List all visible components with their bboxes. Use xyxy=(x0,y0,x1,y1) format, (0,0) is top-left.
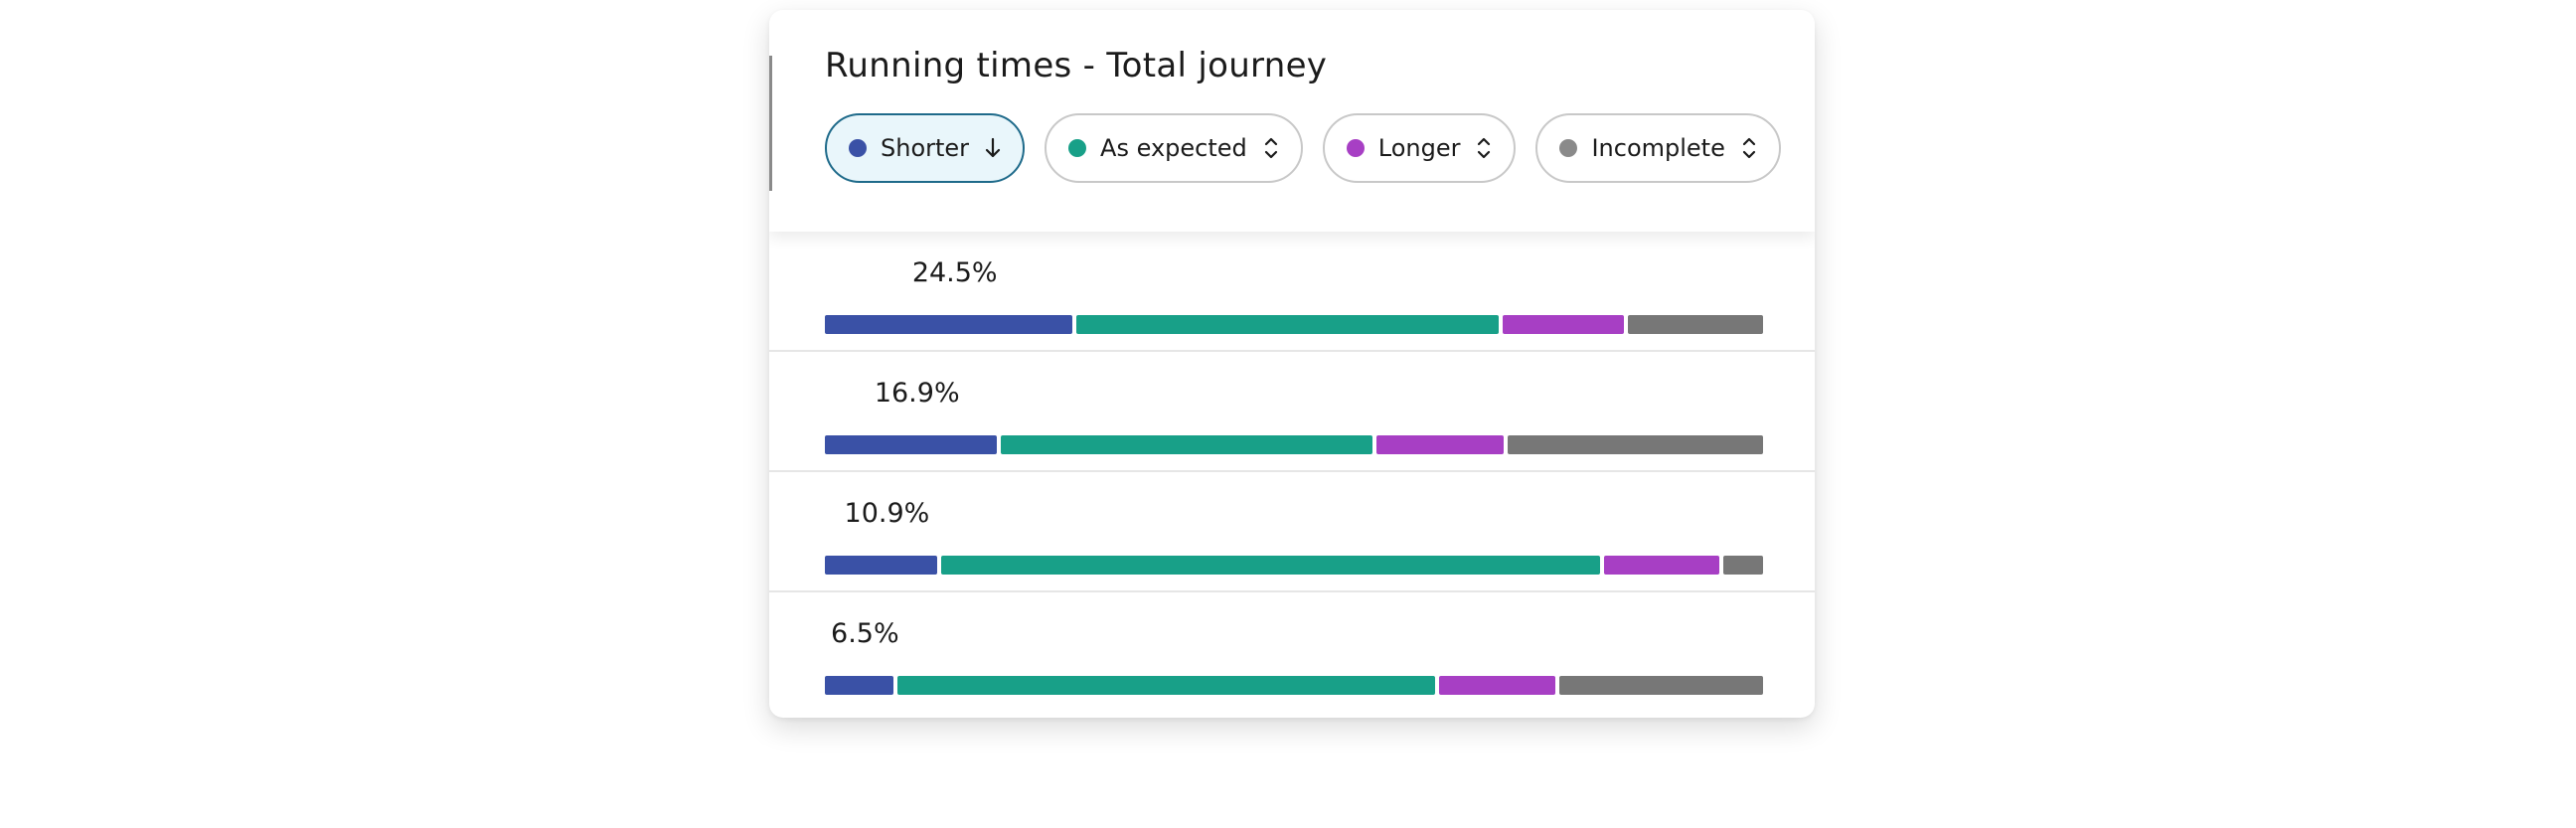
filter-chip-incomplete[interactable]: Incomplete xyxy=(1535,113,1781,183)
segment-as-expected xyxy=(896,676,1436,695)
row-percent-label: 24.5% xyxy=(911,257,998,288)
segment-shorter xyxy=(825,435,998,454)
filter-chips: Shorter As expected Longer xyxy=(825,113,1781,183)
row-percent-label: 16.9% xyxy=(874,378,960,409)
segment-longer xyxy=(1503,315,1625,334)
segment-shorter xyxy=(825,676,893,695)
filter-chip-longer[interactable]: Longer xyxy=(1322,113,1517,183)
chip-label: Shorter xyxy=(881,134,970,162)
bar-rows: 24.5% 16.9% 10.9% 6.5% xyxy=(769,232,1815,713)
running-times-card: Running times - Total journey Shorter As… xyxy=(769,10,1815,718)
stacked-bar xyxy=(825,676,1763,695)
arrow-down-icon xyxy=(983,134,1003,162)
card-header: Running times - Total journey Shorter As… xyxy=(769,10,1815,232)
bar-row[interactable]: 24.5% xyxy=(769,232,1815,352)
legend-dot-longer xyxy=(1346,139,1365,157)
segment-as-expected xyxy=(1001,435,1372,454)
chip-label: As expected xyxy=(1100,134,1247,162)
chip-label: Incomplete xyxy=(1591,134,1725,162)
filter-chip-shorter[interactable]: Shorter xyxy=(825,113,1026,183)
segment-shorter xyxy=(825,556,937,575)
segment-incomplete xyxy=(1722,556,1763,575)
sort-icon xyxy=(1261,134,1281,162)
bar-row[interactable]: 6.5% xyxy=(769,592,1815,713)
stacked-bar xyxy=(825,435,1763,454)
legend-dot-incomplete xyxy=(1559,139,1578,157)
segment-longer xyxy=(1439,676,1555,695)
sort-icon xyxy=(1474,134,1494,162)
bar-row[interactable]: 16.9% xyxy=(769,352,1815,472)
left-edge-divider xyxy=(769,56,772,191)
segment-longer xyxy=(1603,556,1719,575)
segment-incomplete xyxy=(1508,435,1763,454)
segment-longer xyxy=(1375,435,1505,454)
segment-as-expected xyxy=(940,556,1600,575)
segment-as-expected xyxy=(1076,315,1500,334)
filter-chip-as-expected[interactable]: As expected xyxy=(1045,113,1303,183)
stacked-bar xyxy=(825,315,1763,334)
bar-row[interactable]: 10.9% xyxy=(769,472,1815,592)
row-percent-label: 10.9% xyxy=(844,498,930,529)
stacked-bar xyxy=(825,556,1763,575)
sort-icon xyxy=(1739,134,1759,162)
segment-incomplete xyxy=(1628,315,1763,334)
segment-incomplete xyxy=(1558,676,1763,695)
legend-dot-shorter xyxy=(849,139,867,157)
legend-dot-as-expected xyxy=(1068,139,1087,157)
segment-shorter xyxy=(825,315,1073,334)
chart-title: Running times - Total journey xyxy=(825,46,1328,85)
row-percent-label: 6.5% xyxy=(831,618,899,649)
chip-label: Longer xyxy=(1377,134,1461,162)
